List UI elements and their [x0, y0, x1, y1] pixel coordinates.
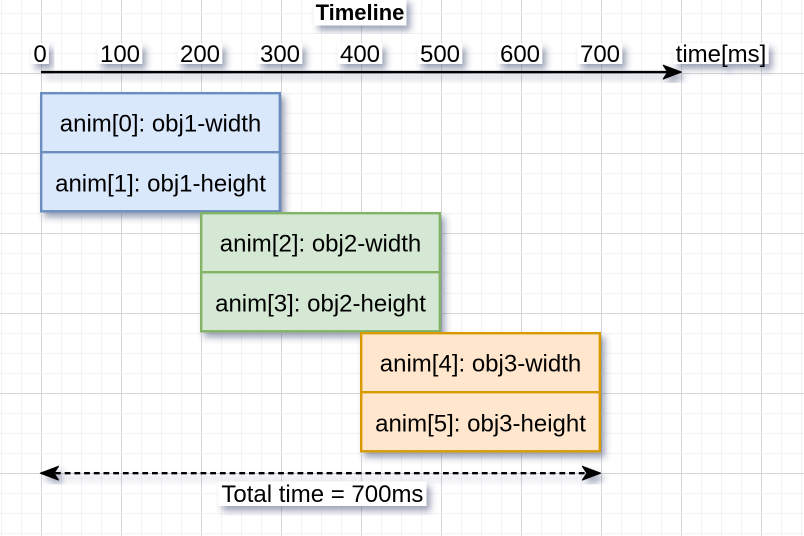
svg-text:500: 500 [420, 41, 460, 68]
svg-text:anim[2]: obj2-width: anim[2]: obj2-width [220, 230, 421, 257]
svg-text:time[ms]: time[ms] [676, 41, 767, 68]
svg-text:Total time = 700ms: Total time = 700ms [221, 481, 423, 508]
svg-text:anim[4]: obj3-width: anim[4]: obj3-width [380, 350, 581, 377]
svg-text:400: 400 [340, 41, 380, 68]
svg-text:700: 700 [580, 41, 620, 68]
svg-text:anim[3]: obj2-height: anim[3]: obj2-height [215, 291, 426, 318]
svg-text:0: 0 [33, 41, 46, 68]
svg-text:anim[5]: obj3-height: anim[5]: obj3-height [375, 411, 586, 438]
svg-text:anim[0]: obj1-width: anim[0]: obj1-width [60, 110, 261, 137]
svg-text:300: 300 [260, 41, 300, 68]
svg-text:Timeline: Timeline [316, 0, 405, 25]
svg-text:anim[1]: obj1-height: anim[1]: obj1-height [55, 171, 266, 198]
svg-text:200: 200 [180, 41, 220, 68]
svg-text:600: 600 [500, 41, 540, 68]
svg-text:100: 100 [100, 41, 140, 68]
